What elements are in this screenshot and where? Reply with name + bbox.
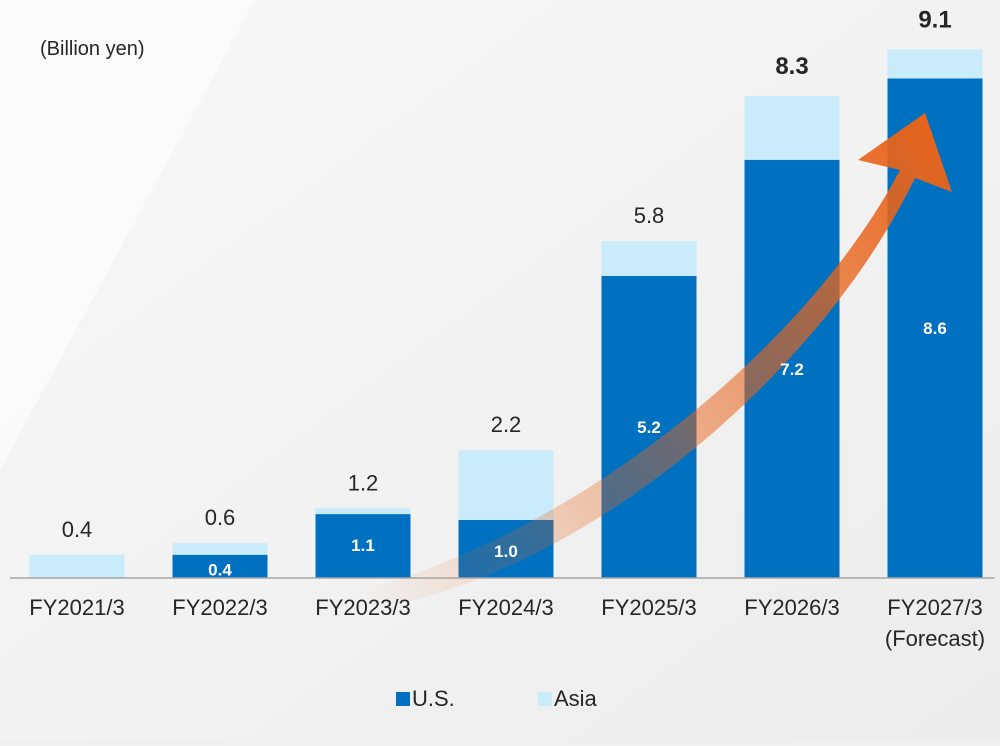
bar-value-label-us-3: 1.1 (351, 536, 375, 555)
bar-asia-6 (744, 95, 840, 160)
x-tick-label-1: FY2021/3 (29, 595, 124, 620)
x-tick-label-6: FY2026/3 (744, 595, 839, 620)
bar-value-label-us-6: 7.2 (780, 360, 804, 379)
legend-swatch-asia (538, 692, 552, 706)
legend-label-us: U.S. (412, 686, 455, 711)
x-tick-label-7: FY2027/3 (887, 595, 982, 620)
labels-layer: FY2021/3 0.4 FY2022/3 0.6 FY2023/3 1.2 FY2024/… (29, 6, 985, 651)
total-label-5: 5.8 (634, 203, 665, 228)
bar-asia-2 (172, 543, 268, 555)
x-tick-label-5: FY2025/3 (601, 595, 696, 620)
bar-asia-4 (458, 450, 554, 520)
bar-asia-7 (887, 49, 983, 79)
bar-value-label-us-7: 8.6 (923, 319, 947, 338)
bar-value-label-us-2: 0.4 (208, 560, 232, 579)
total-label-2: 0.6 (205, 505, 236, 530)
bar-us-2 (172, 554, 268, 578)
x-tick-label-2: FY2022/3 (172, 595, 267, 620)
bar-value-label-us-4: 1.0 (494, 542, 518, 561)
total-label-1: 0.4 (62, 517, 93, 542)
bar-asia-5 (601, 241, 697, 276)
x-tick-label-3: FY2023/3 (315, 595, 410, 620)
unit-label: (Billion yen) (40, 38, 144, 60)
background-diagonal-panel (0, 0, 255, 470)
total-label-4: 2.2 (491, 412, 522, 437)
trend-arrow (360, 113, 952, 605)
legend: U.S. Asia (396, 686, 598, 711)
bar-value-label-us-5: 5.2 (637, 418, 661, 437)
bar-us-3 (315, 514, 411, 578)
bar-asia-1 (29, 554, 125, 578)
legend-swatch-us (396, 692, 410, 706)
total-label-7: 9.1 (918, 6, 951, 33)
arrow-layer (360, 113, 952, 605)
x-tick-sublabel-7: (Forecast) (885, 626, 985, 651)
x-tick-label-4: FY2024/3 (458, 595, 553, 620)
bar-asia-3 (315, 508, 411, 515)
total-label-3: 1.2 (348, 470, 379, 495)
total-label-6: 8.3 (775, 53, 808, 80)
legend-label-asia: Asia (554, 686, 598, 711)
